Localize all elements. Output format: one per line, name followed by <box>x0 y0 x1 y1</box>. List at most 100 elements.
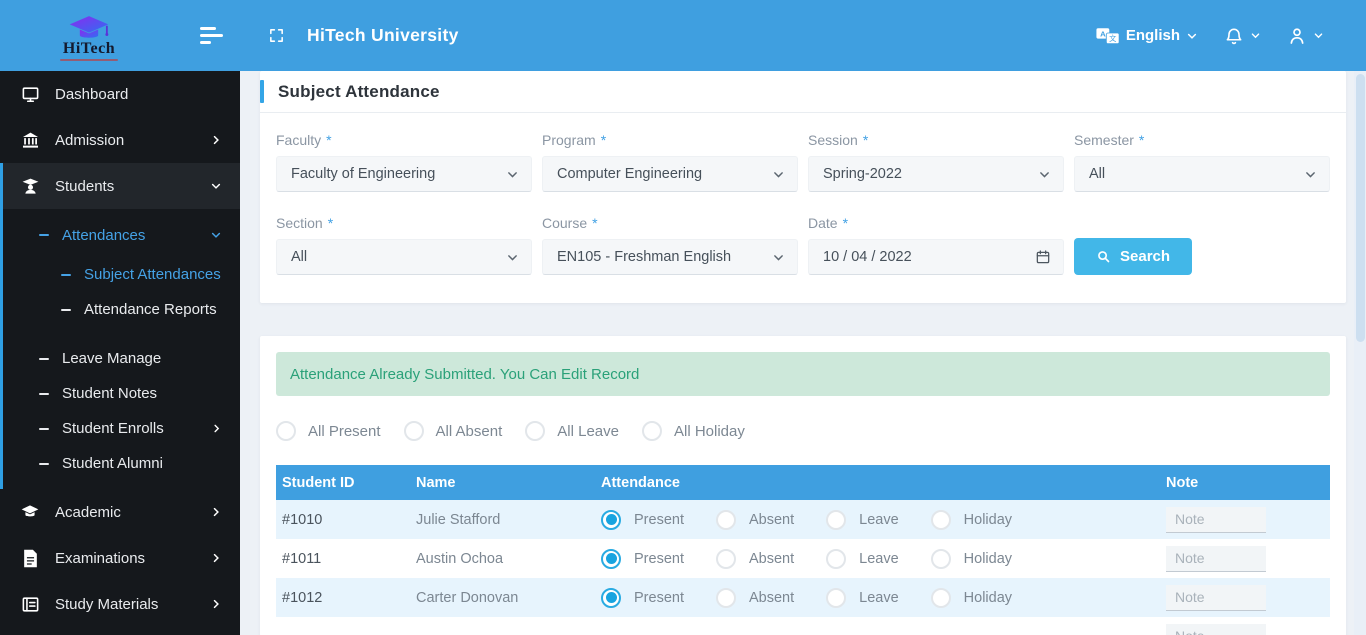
dash-bullet <box>39 234 49 236</box>
chevron-down-icon <box>1038 168 1051 181</box>
user-menu[interactable] <box>1287 26 1324 46</box>
sidebar-item-students[interactable]: Students <box>3 163 240 209</box>
sidebar-item-label: Admission <box>55 131 125 149</box>
radio-circle <box>601 509 621 530</box>
logo-tagline <box>60 59 118 61</box>
program-select[interactable]: Computer Engineering <box>542 156 798 192</box>
sidebar: Dashboard Admission Students <box>0 71 240 635</box>
document-icon <box>20 549 40 568</box>
required-asterisk: * <box>327 215 334 231</box>
session-select[interactable]: Spring-2022 <box>808 156 1064 192</box>
chevron-down-icon <box>210 180 222 192</box>
chevron-down-icon <box>1186 30 1198 42</box>
faculty-select[interactable]: Faculty of Engineering <box>276 156 532 192</box>
radio-circle <box>601 548 621 569</box>
date-input[interactable]: 10 / 04 / 2022 <box>808 239 1064 275</box>
all-present-radio[interactable]: All Present <box>276 421 381 441</box>
notifications-menu[interactable] <box>1224 26 1261 46</box>
absent-radio[interactable]: Absent <box>715 587 794 608</box>
present-radio[interactable]: Present <box>601 548 684 569</box>
sidebar-item-student-alumni[interactable]: Student Alumni <box>3 446 240 481</box>
chevron-down-icon <box>1304 168 1317 181</box>
page-title: Subject Attendance <box>278 81 440 101</box>
sidebar-item-label: Student Enrolls <box>62 420 164 437</box>
radio-circle <box>715 548 736 569</box>
radio-circle <box>403 421 424 441</box>
course-select[interactable]: EN105 - Freshman English <box>542 239 798 275</box>
note-input[interactable] <box>1166 584 1266 611</box>
note-input[interactable] <box>1166 545 1266 572</box>
page-scrollbar[interactable] <box>1354 71 1366 635</box>
column-header-attendance: Attendance <box>601 474 680 491</box>
graduate-student-icon <box>20 177 40 196</box>
search-button[interactable]: Search <box>1074 238 1193 275</box>
leave-radio[interactable]: Leave <box>826 509 899 530</box>
required-asterisk: * <box>600 132 607 148</box>
language-selector[interactable]: A 文 English <box>1096 27 1198 45</box>
sidebar-item-study-materials[interactable]: Study Materials <box>0 581 240 627</box>
scrollbar-thumb[interactable] <box>1355 74 1365 342</box>
radio-circle <box>641 421 662 441</box>
leave-radio[interactable]: Leave <box>826 548 899 569</box>
section-select[interactable]: All <box>276 239 532 275</box>
app-logo[interactable]: HiTech <box>0 10 178 61</box>
all-leave-radio[interactable]: All Leave <box>525 421 619 441</box>
sidebar-item-student-notes[interactable]: Student Notes <box>3 376 240 411</box>
radio-circle <box>715 509 736 530</box>
student-id: #1010 <box>282 511 323 528</box>
radio-circle <box>826 509 847 530</box>
fullscreen-button[interactable] <box>268 27 285 44</box>
dash-bullet <box>39 427 49 430</box>
sidebar-item-attendances[interactable]: Attendances <box>3 213 240 257</box>
sidebar-item-dashboard[interactable]: Dashboard <box>0 71 240 117</box>
students-section: Students Attendances Subject Attendances <box>0 163 240 489</box>
semester-select[interactable]: All <box>1074 156 1330 192</box>
language-label: English <box>1125 27 1180 44</box>
note-input[interactable] <box>1166 506 1266 533</box>
sidebar-item-subject-attendances[interactable]: Subject Attendances <box>3 257 240 292</box>
sidebar-item-leave-manage[interactable]: Leave Manage <box>3 341 240 376</box>
note-input[interactable] <box>1166 623 1266 635</box>
sidebar-item-academic[interactable]: Academic <box>0 489 240 535</box>
title-accent-bar <box>260 80 264 103</box>
chevron-down-icon <box>1250 30 1261 41</box>
session-label: Session <box>808 132 858 148</box>
sidebar-item-examinations[interactable]: Examinations <box>0 535 240 581</box>
sidebar-toggle-button[interactable] <box>200 27 226 44</box>
sidebar-item-label: Subject Attendances <box>84 266 221 283</box>
sidebar-item-attendance-reports[interactable]: Attendance Reports <box>3 292 240 327</box>
table-header-row: Student ID Name Attendance Note <box>276 465 1330 500</box>
student-name: Austin Ochoa <box>416 550 504 567</box>
chevron-right-icon <box>211 423 222 434</box>
sidebar-item-admission[interactable]: Admission <box>0 117 240 163</box>
holiday-radio[interactable]: Holiday <box>930 509 1012 530</box>
course-label: Course <box>542 215 588 231</box>
holiday-radio[interactable]: Holiday <box>930 587 1012 608</box>
present-radio[interactable]: Present <box>601 509 684 530</box>
all-absent-radio[interactable]: All Absent <box>403 421 502 441</box>
top-header: HiTech HiTech University A 文 English <box>0 0 1366 71</box>
semester-field: Semester * All <box>1074 132 1330 192</box>
course-field: Course * EN105 - Freshman English <box>542 215 798 275</box>
section-field: Section * All <box>276 215 532 275</box>
search-cell: Search <box>1074 215 1330 275</box>
holiday-radio[interactable]: Holiday <box>930 548 1012 569</box>
student-name: Carter Donovan <box>416 589 519 606</box>
chevron-down-icon <box>1313 30 1324 41</box>
calendar-icon <box>1035 249 1051 265</box>
date-field: Date * 10 / 04 / 2022 <box>808 215 1064 275</box>
chevron-down-icon <box>772 168 785 181</box>
attendance-table: Student ID Name Attendance Note #1010 Ju… <box>276 465 1330 635</box>
sidebar-item-student-enrolls[interactable]: Student Enrolls <box>3 411 240 446</box>
all-holiday-radio[interactable]: All Holiday <box>641 421 745 441</box>
absent-radio[interactable]: Absent <box>715 548 794 569</box>
chevron-right-icon <box>210 598 222 610</box>
absent-radio[interactable]: Absent <box>715 509 794 530</box>
leave-radio[interactable]: Leave <box>826 587 899 608</box>
present-radio[interactable]: Present <box>601 587 684 608</box>
faculty-label: Faculty <box>276 132 322 148</box>
radio-circle <box>276 421 296 441</box>
faculty-field: Faculty * Faculty of Engineering <box>276 132 532 192</box>
dash-bullet <box>39 462 49 465</box>
sidebar-item-label: Attendances <box>62 226 146 244</box>
